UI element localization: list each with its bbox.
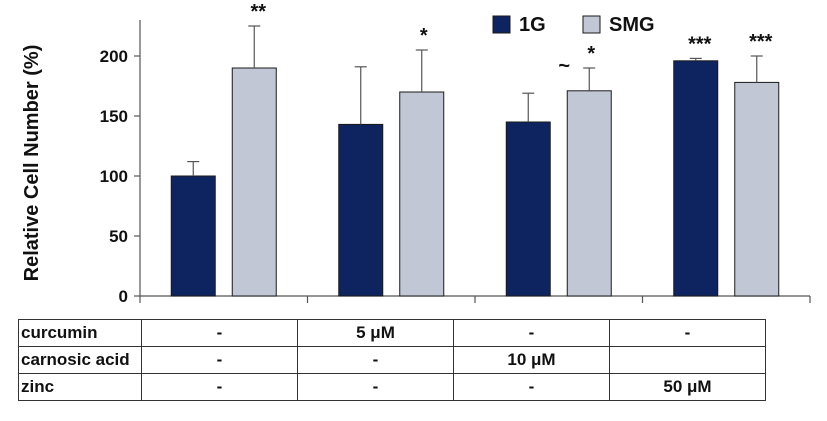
significance-label: * bbox=[587, 43, 595, 65]
row-label: curcumin bbox=[18, 319, 142, 347]
table-cell: - bbox=[141, 373, 298, 401]
table-cell: 5 μM bbox=[297, 319, 454, 347]
y-tick-label: 150 bbox=[100, 107, 128, 126]
significance-label: *** bbox=[688, 33, 712, 55]
table-cell: - bbox=[297, 373, 454, 401]
table-row: zinc - - - 50 μM bbox=[18, 373, 766, 401]
legend-label: SMG bbox=[609, 14, 655, 36]
table-row: carnosic acid - - 10 μM bbox=[18, 346, 766, 374]
bar-smg-1 bbox=[399, 91, 445, 297]
bar-1g-2 bbox=[505, 121, 551, 297]
table-cell: 10 μM bbox=[453, 346, 610, 374]
bar-smg-0 bbox=[231, 67, 277, 297]
significance-label: *** bbox=[749, 31, 773, 53]
legend-label: 1G bbox=[519, 14, 546, 36]
annotation-label: ~ bbox=[558, 55, 570, 77]
table-cell: - bbox=[453, 373, 610, 401]
table-cell: 50 μM bbox=[609, 373, 766, 401]
table-cell: - bbox=[609, 319, 766, 347]
bar-smg-3 bbox=[734, 81, 780, 297]
table-cell bbox=[609, 346, 766, 374]
y-axis-label: Relative Cell Number (%) bbox=[21, 45, 43, 282]
y-tick-label: 50 bbox=[109, 227, 128, 246]
table-row: curcumin - 5 μM - - bbox=[18, 319, 766, 347]
bar-1g-0 bbox=[170, 175, 216, 297]
significance-label: ** bbox=[250, 1, 266, 23]
legend-swatch bbox=[582, 15, 601, 34]
treatment-table: curcumin - 5 μM - - carnosic acid - - 10… bbox=[18, 319, 766, 401]
y-tick-label: 0 bbox=[119, 287, 128, 306]
y-tick-label: 200 bbox=[100, 47, 128, 66]
bar-smg-2 bbox=[566, 90, 612, 297]
bars: **** *** ***~ bbox=[170, 1, 780, 297]
bar-1g-1 bbox=[338, 123, 384, 297]
legend-swatch bbox=[492, 15, 511, 34]
significance-label: * bbox=[420, 25, 428, 47]
table-cell: - bbox=[453, 319, 610, 347]
row-label: carnosic acid bbox=[18, 346, 142, 374]
y-tick-label: 100 bbox=[100, 167, 128, 186]
table-cell: - bbox=[141, 346, 298, 374]
bar-1g-3 bbox=[673, 60, 719, 297]
table-cell: - bbox=[141, 319, 298, 347]
legend: 1G SMG bbox=[492, 14, 655, 36]
table-cell: - bbox=[297, 346, 454, 374]
row-label: zinc bbox=[18, 373, 142, 401]
